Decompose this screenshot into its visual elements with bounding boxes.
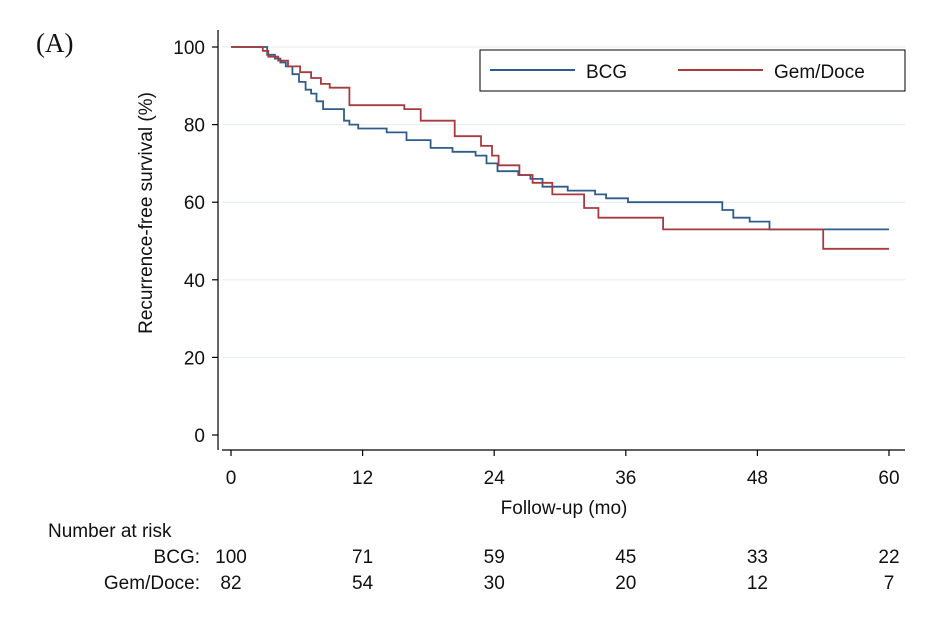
risk-table: Number at risk BCG: Gem/Doce: 100 71 59 45 3… (48, 521, 900, 594)
grid-lines (222, 46, 905, 358)
risk-row-label-gem-doce: Gem/Doce: (104, 573, 200, 594)
risk-values: 100 71 59 45 33 22 82 54 30 20 12 7 (215, 547, 899, 594)
y-axis-title: Recurrence-free survival (%) (136, 92, 157, 334)
risk-value-bcg-48: 33 (747, 547, 768, 568)
y-tick-label-60: 60 (184, 193, 205, 214)
risk-value-bcg-60: 22 (878, 547, 899, 568)
panel-label: (A) (36, 28, 73, 58)
risk-table-title: Number at risk (48, 521, 172, 542)
x-tick-label-48: 48 (747, 468, 768, 489)
risk-value-gem-doce-12: 54 (352, 573, 374, 594)
y-tick-label-0: 0 (194, 426, 205, 447)
x-tick-label-24: 24 (484, 468, 506, 489)
risk-value-gem-doce-24: 30 (484, 573, 505, 594)
y-tick-label-20: 20 (184, 348, 205, 369)
risk-value-gem-doce-48: 12 (747, 573, 768, 594)
risk-row-label-bcg: BCG: (154, 547, 200, 568)
legend-label-gem-doce: Gem/Doce (774, 62, 865, 83)
risk-value-bcg-0: 100 (215, 547, 247, 568)
y-tick-label-80: 80 (184, 116, 205, 137)
risk-value-bcg-24: 59 (484, 547, 505, 568)
x-axis-title: Follow-up (mo) (501, 498, 628, 519)
x-axis-ticks: 0 12 24 36 48 60 (226, 450, 900, 489)
series-line-gem-doce (231, 46, 889, 250)
x-tick-label-36: 36 (615, 468, 636, 489)
y-axis-ticks: 0 20 40 60 80 100 (173, 38, 218, 447)
risk-value-bcg-12: 71 (352, 547, 373, 568)
y-tick-label-100: 100 (173, 38, 205, 59)
x-tick-label-60: 60 (878, 468, 899, 489)
x-tick-label-0: 0 (226, 468, 237, 489)
risk-value-gem-doce-36: 20 (615, 573, 636, 594)
legend-label-bcg: BCG (586, 62, 627, 83)
legend: BCG Gem/Doce (479, 49, 906, 92)
series-lines (231, 46, 889, 250)
series-line-bcg (231, 46, 889, 231)
risk-value-bcg-36: 45 (615, 547, 636, 568)
y-tick-label-40: 40 (184, 271, 205, 292)
risk-value-gem-doce-0: 82 (220, 573, 241, 594)
risk-value-gem-doce-60: 7 (884, 573, 895, 594)
x-tick-label-12: 12 (352, 468, 373, 489)
